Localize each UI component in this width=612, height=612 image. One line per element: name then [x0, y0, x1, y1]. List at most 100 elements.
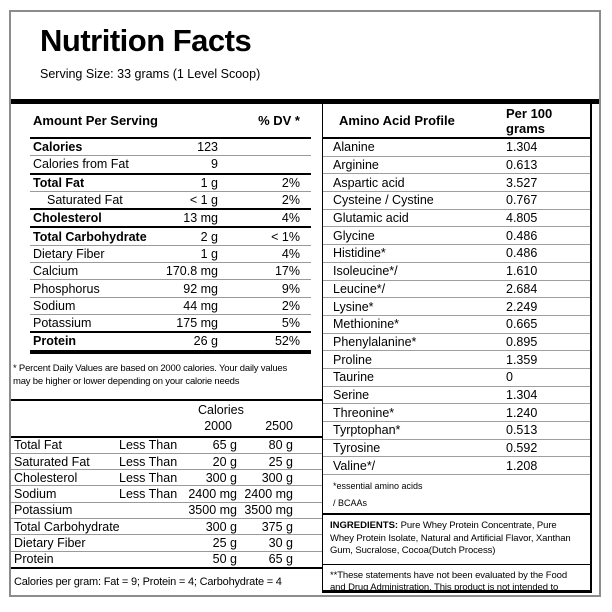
amino-acid-row: Aspartic acid 3.527: [323, 174, 590, 193]
amino-acid-row: Phenylalanine* 0.895: [323, 334, 590, 352]
amino-acid-row: Cysteine / Cystine 0.767: [323, 192, 590, 210]
nutrient-amount: 92 mg: [183, 281, 218, 296]
nutrient-row: Protein 26 g 52%: [30, 331, 311, 349]
amino-acid-value: 2.249: [506, 299, 538, 314]
amino-acid-row: Leucine*/ 2.684: [323, 281, 590, 299]
fda-disclaimer: **These statements have not been evaluat…: [323, 563, 590, 590]
daily-value-name: Cholesterol: [14, 470, 78, 485]
nutrient-amount: 9: [211, 157, 218, 172]
label-header: Nutrition Facts Serving Size: 33 grams (…: [11, 12, 599, 99]
allergen-statement: Contains Milk and Soy: [11, 596, 322, 597]
daily-value-qualifier: Less Than: [119, 487, 178, 502]
daily-value-2500: 300 g: [261, 470, 293, 485]
nutrient-row: Sodium 44 mg 2%: [30, 296, 311, 314]
amino-acid-name: Methionine*: [333, 317, 400, 332]
daily-value-row: Cholesterol Less Than 300 g 300 g: [11, 469, 322, 485]
nutrient-name: Phosphorus: [33, 281, 100, 296]
amino-acid-name: Aspartic acid: [333, 175, 405, 190]
amino-acid-value: 0.767: [506, 193, 538, 208]
per-100-grams-header: Per 100 grams: [506, 105, 553, 136]
amino-acid-name: Cysteine / Cystine: [333, 193, 434, 208]
nutrient-name: Potassium: [33, 316, 92, 331]
bcaa-footnote: / BCAAs: [333, 498, 368, 509]
nutrient-daily-value: < 1%: [271, 229, 300, 244]
nutrient-name: Cholesterol: [33, 211, 102, 226]
amino-acid-value: 1.208: [506, 458, 538, 473]
amino-acid-row: Valine*/ 1.208: [323, 457, 590, 476]
daily-value-2000: 2400 mg: [188, 487, 237, 502]
amino-acid-name: Alanine: [333, 140, 375, 155]
serving-size: Serving Size: 33 grams (1 Level Scoop): [40, 66, 261, 81]
amino-acid-name: Glutamic acid: [333, 211, 409, 226]
calories-column-header: Calories: [198, 402, 244, 417]
amino-acid-footnotes: *essential amino acids / BCAAs: [323, 475, 590, 513]
daily-value-2500: 25 g: [268, 454, 293, 469]
amino-acid-panel: Amino Acid Profile Per 100 grams Alanine…: [322, 104, 592, 593]
amino-acid-row: Methionine* 0.665: [323, 316, 590, 334]
nutrient-name: Dietary Fiber: [33, 246, 105, 261]
amino-acid-row: Tyrptophan* 0.513: [323, 422, 590, 440]
nutrient-name: Total Carbohydrate: [33, 229, 147, 244]
amino-acid-name: Tyrosine: [333, 441, 381, 456]
amino-acid-value: 2.684: [506, 281, 538, 296]
daily-value-name: Dietary Fiber: [14, 535, 86, 550]
nutrition-label: Nutrition Facts Serving Size: 33 grams (…: [9, 10, 601, 597]
daily-value-qualifier: Less Than: [119, 470, 178, 485]
daily-value-2500: 65 g: [268, 552, 293, 567]
daily-value-qualifier: Less Than: [119, 438, 178, 453]
amino-acid-name: Tyrptophan*: [333, 423, 401, 438]
amino-acid-name: Taurine: [333, 370, 374, 385]
facts-column: Amount Per Serving % DV * Calories 123 C…: [11, 104, 322, 597]
amino-acid-value: 1.359: [506, 352, 538, 367]
amino-acid-profile-header: Amino Acid Profile: [339, 113, 455, 128]
amino-acid-name: Arginine: [333, 158, 379, 173]
nutrient-amount: 26 g: [193, 334, 218, 349]
amino-acid-row: Proline 1.359: [323, 351, 590, 369]
nutrient-row: Total Fat 1 g 2%: [30, 172, 311, 191]
daily-value-2000: 3500 mg: [188, 503, 237, 518]
nutrient-daily-value: 2%: [281, 298, 300, 313]
daily-value-row: Total Carbohydrate 300 g 375 g: [11, 518, 322, 534]
daily-value-2500: 375 g: [261, 519, 293, 534]
amino-acid-header-row: Amino Acid Profile Per 100 grams: [323, 104, 590, 139]
daily-value-2000: 20 g: [212, 454, 237, 469]
amino-acid-value: 0: [506, 370, 513, 385]
amino-acid-value: 1.610: [506, 264, 538, 279]
daily-value-2500: 80 g: [268, 438, 293, 453]
nutrient-daily-value: 52%: [274, 334, 300, 349]
nutrient-row: Total Carbohydrate 2 g < 1%: [30, 226, 311, 244]
daily-value-name: Protein: [14, 552, 54, 567]
amino-acid-value: 0.486: [506, 246, 538, 261]
nutrient-name: Sodium: [33, 298, 76, 313]
amino-acid-value: 1.304: [506, 387, 538, 402]
amino-acid-value: 4.805: [506, 211, 538, 226]
daily-value-2000: 300 g: [205, 470, 237, 485]
daily-value-qualifier: Less Than: [119, 454, 178, 469]
calories-2000-header: 2000: [204, 418, 232, 433]
ingredients-section: INGREDIENTS: Pure Whey Protein Concentra…: [323, 513, 590, 564]
nutrient-amount: 170.8 mg: [165, 264, 218, 279]
amount-per-serving-table: Amount Per Serving % DV * Calories 123 C…: [30, 104, 311, 354]
amino-acid-row: Arginine 0.613: [323, 157, 590, 175]
calories-2500-header: 2500: [265, 418, 293, 433]
ingredients-label: INGREDIENTS:: [330, 520, 399, 532]
daily-value-2000: 50 g: [212, 552, 237, 567]
daily-value-row: Protein 50 g 65 g: [11, 550, 322, 567]
daily-value-row: Dietary Fiber 25 g 30 g: [11, 534, 322, 550]
label-title: Nutrition Facts: [40, 23, 252, 58]
daily-value-name: Saturated Fat: [14, 454, 90, 469]
nutrient-amount: < 1 g: [189, 193, 218, 208]
amino-acid-row: Serine 1.304: [323, 387, 590, 405]
nutrient-name: Total Fat: [33, 175, 85, 190]
nutrient-daily-value: 2%: [281, 175, 300, 190]
amino-acid-row: Isoleucine*/ 1.610: [323, 263, 590, 281]
calories-per-gram-note: Calories per gram: Fat = 9; Protein = 4;…: [14, 575, 282, 588]
daily-value-name: Total Fat: [14, 438, 62, 453]
amino-acid-value: 0.895: [506, 334, 538, 349]
daily-value-row: Sodium Less Than 2400 mg 2400 mg: [11, 485, 322, 501]
amino-acid-name: Serine: [333, 387, 370, 402]
nutrient-daily-value: 9%: [281, 281, 300, 296]
amino-acid-value: 0.592: [506, 441, 538, 456]
amount-per-serving-header-row: Amount Per Serving % DV *: [30, 104, 311, 139]
nutrient-name: Calcium: [33, 264, 79, 279]
